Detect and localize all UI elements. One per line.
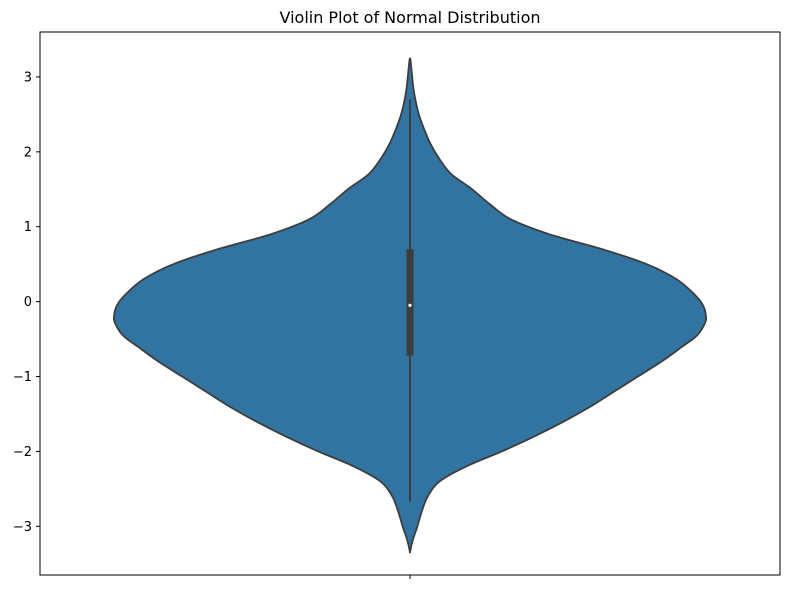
median-marker: [408, 303, 412, 307]
y-tick-label: 3: [24, 70, 32, 85]
y-tick-label: −1: [13, 370, 32, 385]
chart-title: Violin Plot of Normal Distribution: [279, 8, 541, 27]
y-tick-label: 1: [24, 220, 32, 235]
y-tick-label: 2: [24, 145, 32, 160]
y-tick-label: −3: [13, 520, 32, 535]
y-tick-label: 0: [24, 295, 32, 310]
iqr-box: [406, 249, 414, 356]
y-tick-label: −2: [13, 445, 32, 460]
